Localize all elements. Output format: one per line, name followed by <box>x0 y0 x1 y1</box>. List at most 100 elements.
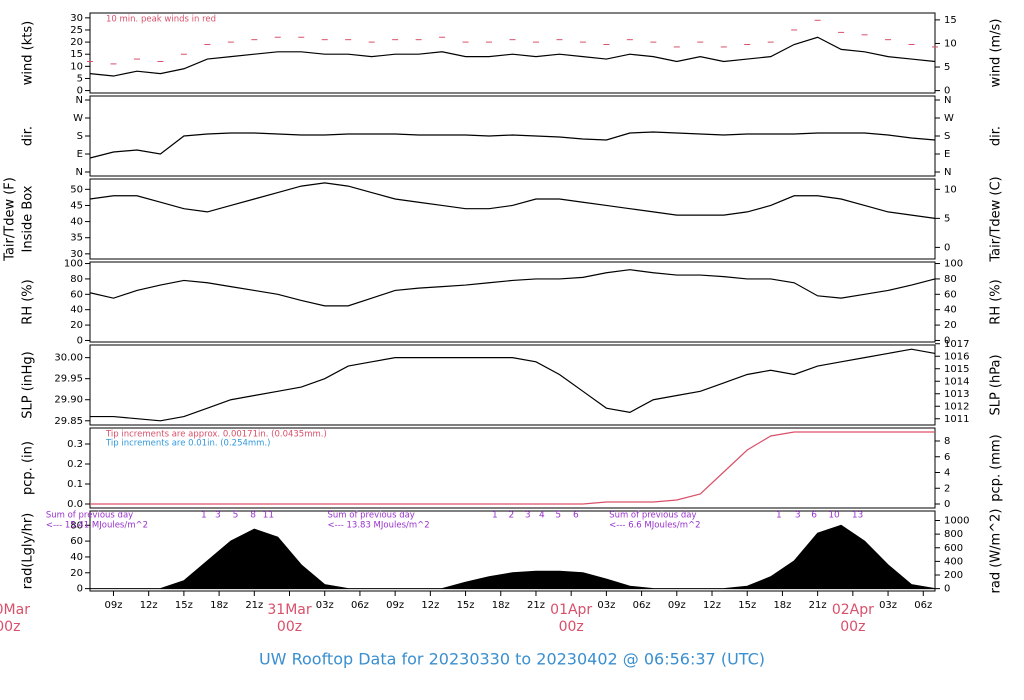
x-tick-label: 03z <box>597 600 615 611</box>
y2-tick-label: 2 <box>944 483 950 494</box>
y2-axis-label: rad (W/m^2) <box>989 509 1004 594</box>
y2-tick-label: W <box>944 113 954 124</box>
y-tick-label: 50 <box>70 184 83 195</box>
hour-mark: 6 <box>811 511 817 521</box>
line <box>89 36 936 77</box>
sum-value: <--- 15.41 MJoules/m^2 <box>46 521 148 531</box>
y2-tick-label: 60 <box>944 289 957 300</box>
x-tick-label: 18z <box>210 600 228 611</box>
hour-mark: 5 <box>555 511 561 521</box>
y-tick-label: 30 <box>70 13 83 24</box>
y-tick-label: 25 <box>70 25 83 36</box>
day-label: 02Apr <box>832 602 874 618</box>
y-tick-label: 0 <box>77 584 83 595</box>
y2-tick-label: 400 <box>944 556 963 567</box>
y2-tick-label: 1012 <box>944 401 969 412</box>
panel-frame <box>89 12 936 94</box>
x-tick-label: 18z <box>773 600 791 611</box>
y2-tick-label: 1000 <box>944 516 969 527</box>
y-tick-label: E <box>77 149 83 160</box>
x-tick-label: 18z <box>492 600 510 611</box>
panel-frame <box>89 261 936 343</box>
y-tick-label: 29.90 <box>54 395 83 406</box>
x-tick-label: 09z <box>386 600 404 611</box>
y2-tick-label: 0 <box>944 242 950 253</box>
y2-tick-label: 1013 <box>944 389 969 400</box>
line <box>89 269 936 307</box>
sum-value: <--- 6.6 MJoules/m^2 <box>609 521 700 531</box>
hour-mark: 3 <box>795 511 801 521</box>
annotation: Tip increments are approx. 0.00171in. (0… <box>105 430 327 440</box>
x-tick-label: 21z <box>809 600 827 611</box>
y2-tick-label: 800 <box>944 529 963 540</box>
x-tick-label: 15z <box>175 600 193 611</box>
y2-tick-label: 600 <box>944 543 963 554</box>
day-hour-label: 00z <box>0 619 20 635</box>
panel-frame <box>89 344 936 426</box>
y-axis-label: wind (kts) <box>21 21 36 85</box>
y-tick-label: W <box>73 113 83 124</box>
y2-tick-label: 200 <box>944 570 963 581</box>
y2-axis-label: RH (%) <box>989 279 1004 324</box>
y-tick-label: 60 <box>70 289 83 300</box>
y-axis-label: Tair/Tdew (F) <box>3 177 18 262</box>
footer: UW Rooftop Data for 20230330 to 20230402… <box>259 650 765 669</box>
y-tick-label: 29.95 <box>54 374 83 385</box>
y-axis-label: rad(Lgly/hr) <box>21 513 36 589</box>
y2-tick-label: 10 <box>944 184 957 195</box>
day-hour-label: 00z <box>559 619 584 635</box>
hour-mark: 11 <box>263 511 274 521</box>
y-tick-label: 0.2 <box>67 459 83 470</box>
x-tick-label: 12z <box>421 600 439 611</box>
y2-tick-label: E <box>944 149 950 160</box>
annotation: 10 min. peak winds in red <box>106 15 216 25</box>
y-tick-label: N <box>76 167 83 178</box>
line <box>89 182 936 219</box>
y-tick-label: 15 <box>70 49 83 60</box>
sum-caption: Sum of previous day <box>609 511 696 521</box>
area <box>90 524 936 590</box>
y-tick-label: 80 <box>70 520 83 531</box>
y-tick-label: 20 <box>70 37 83 48</box>
day-hour-label: 00z <box>840 619 865 635</box>
y-tick-label: 20 <box>70 320 83 331</box>
y2-tick-label: S <box>944 131 950 142</box>
y-tick-label: 5 <box>77 73 83 84</box>
day-hour-label: 00z <box>277 619 302 635</box>
y2-axis-label: pcp. (mm) <box>989 434 1004 501</box>
y-tick-label: 60 <box>70 536 83 547</box>
x-tick-label: 06z <box>914 600 932 611</box>
y-tick-label: 80 <box>70 274 83 285</box>
line <box>90 348 936 422</box>
y2-tick-label: 0 <box>944 86 950 97</box>
x-tick-label: 12z <box>703 600 721 611</box>
y2-tick-label: 0 <box>944 335 950 346</box>
y2-tick-label: 1015 <box>944 364 969 375</box>
panel-frame <box>89 95 936 177</box>
y2-axis-label: dir. <box>989 126 1004 146</box>
hour-mark: 6 <box>573 511 579 521</box>
y-tick-label: 0.1 <box>67 479 83 490</box>
y2-tick-label: 100 <box>944 259 963 270</box>
y2-tick-label: 1017 <box>944 339 969 350</box>
hour-mark: 4 <box>539 511 545 521</box>
y2-tick-label: 10 <box>944 38 957 49</box>
y2-tick-label: 8 <box>944 436 950 447</box>
hour-mark: 10 <box>828 511 840 521</box>
y2-tick-label: 1014 <box>944 376 969 387</box>
hour-mark: 13 <box>852 511 863 521</box>
y-tick-label: 30 <box>70 249 83 260</box>
sum-caption: Sum of previous day <box>328 511 415 521</box>
panel-frame <box>89 178 936 260</box>
y2-tick-label: 0 <box>944 584 950 595</box>
x-tick-label: 21z <box>527 600 545 611</box>
x-tick-label: 06z <box>633 600 651 611</box>
hour-mark: 8 <box>250 511 256 521</box>
y2-tick-label: 1011 <box>944 414 969 425</box>
y2-tick-label: 15 <box>944 15 957 26</box>
x-tick-label: 21z <box>245 600 263 611</box>
hour-mark: 5 <box>233 511 239 521</box>
y2-tick-label: 80 <box>944 274 957 285</box>
